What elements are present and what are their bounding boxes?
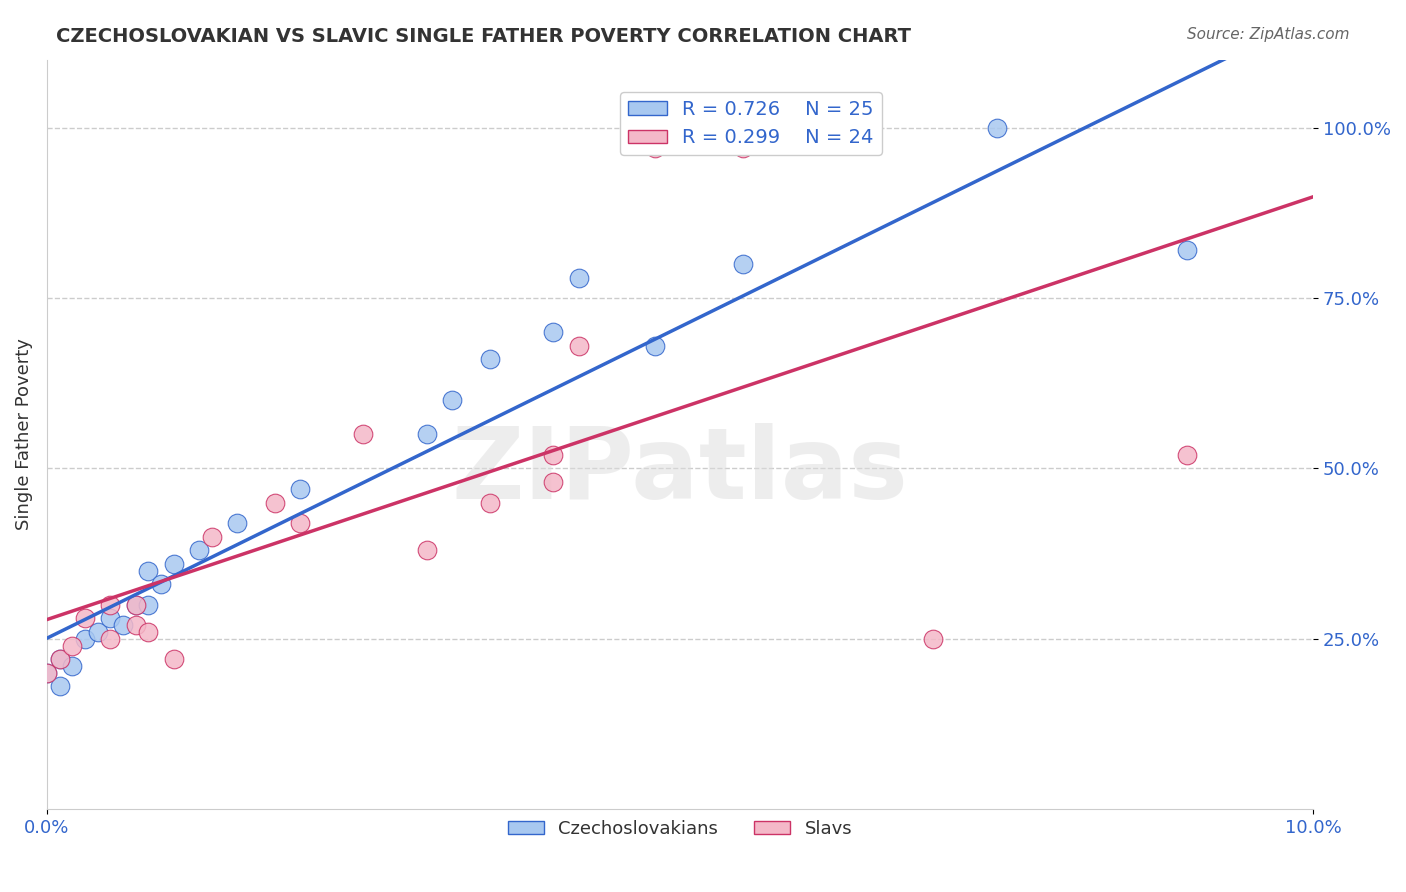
Point: [644, 339, 666, 353]
Point: [568, 270, 591, 285]
Point: [441, 393, 464, 408]
Y-axis label: Single Father Poverty: Single Father Poverty: [15, 338, 32, 531]
Point: [288, 516, 311, 530]
Point: [136, 564, 159, 578]
Point: [568, 339, 591, 353]
Point: [479, 495, 502, 509]
Point: [1175, 244, 1198, 258]
Point: [263, 495, 285, 509]
Point: [733, 120, 755, 135]
Point: [136, 598, 159, 612]
Point: [98, 632, 121, 646]
Point: [35, 665, 58, 680]
Point: [60, 659, 83, 673]
Point: [73, 632, 96, 646]
Point: [124, 598, 146, 612]
Point: [60, 639, 83, 653]
Point: [124, 618, 146, 632]
Point: [543, 448, 565, 462]
Point: [200, 530, 222, 544]
Point: [111, 618, 134, 632]
Point: [48, 680, 70, 694]
Text: CZECHOSLOVAKIAN VS SLAVIC SINGLE FATHER POVERTY CORRELATION CHART: CZECHOSLOVAKIAN VS SLAVIC SINGLE FATHER …: [56, 27, 911, 45]
Point: [136, 624, 159, 639]
Point: [1175, 448, 1198, 462]
Point: [35, 665, 58, 680]
Point: [149, 577, 172, 591]
Point: [48, 652, 70, 666]
Point: [644, 141, 666, 155]
Point: [162, 557, 184, 571]
Point: [543, 325, 565, 339]
Point: [225, 516, 247, 530]
Point: [48, 652, 70, 666]
Text: Source: ZipAtlas.com: Source: ZipAtlas.com: [1187, 27, 1350, 42]
Point: [416, 543, 439, 558]
Point: [733, 257, 755, 271]
Point: [73, 611, 96, 625]
Point: [187, 543, 209, 558]
Point: [162, 652, 184, 666]
Point: [98, 611, 121, 625]
Point: [353, 427, 375, 442]
Point: [124, 598, 146, 612]
Legend: Czechoslovakians, Slavs: Czechoslovakians, Slavs: [501, 813, 859, 845]
Text: ZIPatlas: ZIPatlas: [451, 424, 908, 520]
Point: [922, 632, 945, 646]
Point: [733, 141, 755, 155]
Point: [416, 427, 439, 442]
Point: [986, 120, 1008, 135]
Point: [86, 624, 108, 639]
Point: [543, 475, 565, 489]
Point: [98, 598, 121, 612]
Point: [288, 482, 311, 496]
Point: [479, 352, 502, 367]
